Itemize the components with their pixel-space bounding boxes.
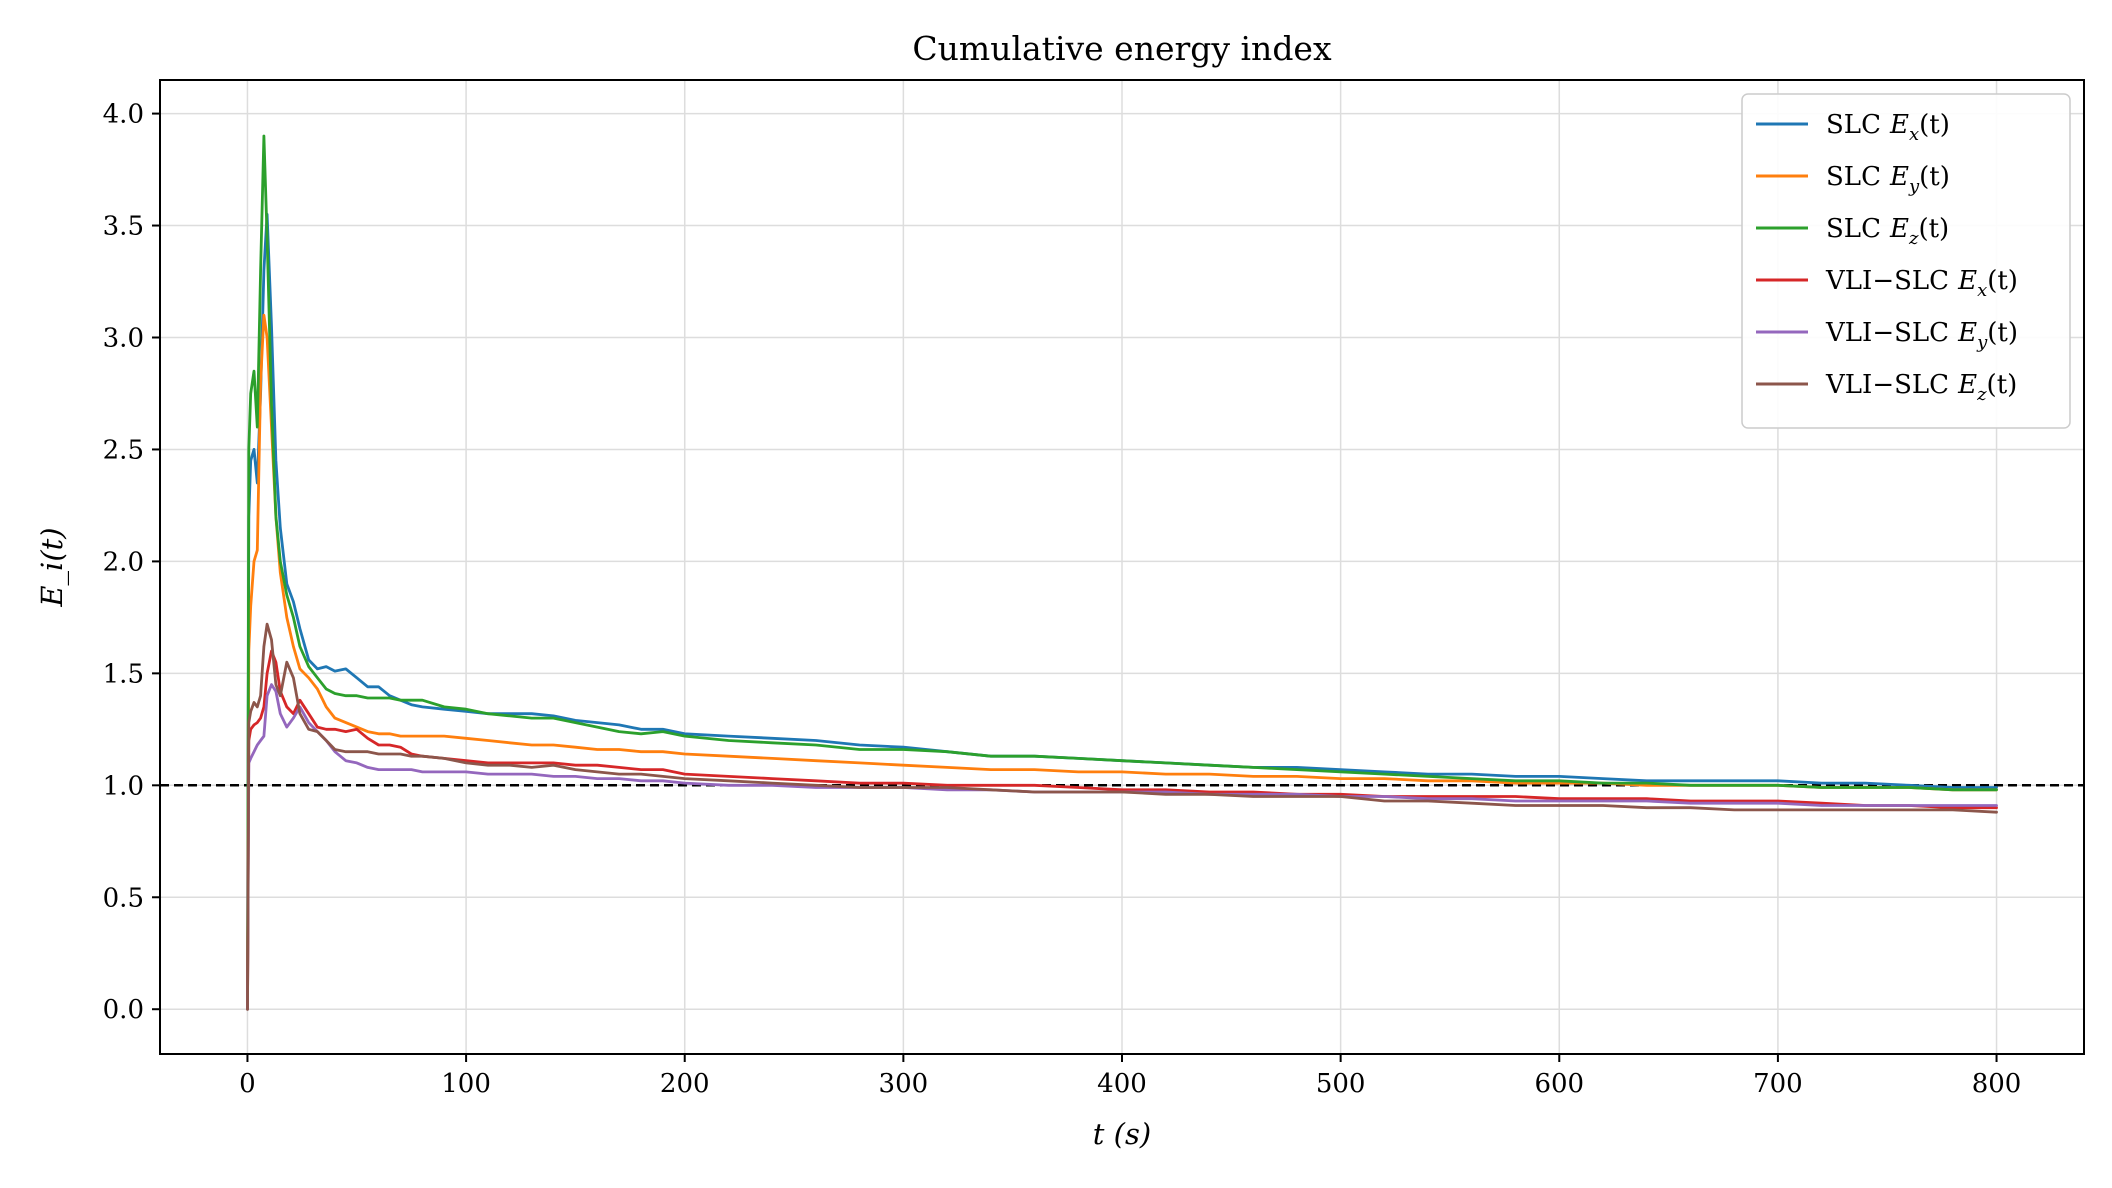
x-tick-label: 300 [879,1069,929,1099]
legend-entry-label: SLC [1826,110,1881,140]
legend-entry-symbol: E [1957,266,1977,296]
legend-entry-3: SLC Ez(t) [1826,214,1949,249]
legend-entry-subscript: y [1976,332,1988,353]
series-line-6 [246,622,1998,1011]
legend-entry-label: VLI−SLC [1825,318,1949,348]
legend-entry-symbol: E [1889,162,1909,192]
x-axis-ticks: 0 100 200 300 400 500 600 700 800 [239,1054,2021,1099]
x-tick-label: 500 [1316,1069,1366,1099]
legend-entry-argument: (t) [1987,318,2018,348]
legend-entry-6: VLI−SLC Ez(t) [1825,370,2017,405]
x-tick-label: 0 [239,1069,256,1099]
series-line-3 [246,134,1998,1011]
y-tick-label: 1.5 [103,659,144,689]
legend-entry-subscript: y [1908,176,1920,197]
x-tick-label: 400 [1097,1069,1147,1099]
legend-entry-argument: (t) [1919,110,1950,140]
legend-entry-5: VLI−SLC Ey(t) [1825,318,2018,353]
legend: SLC Ex(t)SLC Ey(t)SLC Ez(t)VLI−SLC Ex(t)VLI−… [1741,93,2071,429]
legend-entry-symbol: E [1889,110,1909,140]
y-tick-label: 3.5 [103,212,144,242]
legend-entry-4: VLI−SLC Ex(t) [1825,266,2018,301]
legend-entry-1: SLC Ex(t) [1826,110,1950,145]
x-tick-label: 600 [1534,1069,1584,1099]
y-tick-label: 0.5 [103,883,144,913]
x-axis-label-text: t (s) [1093,1117,1151,1151]
y-tick-label: 3.0 [103,323,144,353]
legend-entry-label: VLI−SLC [1825,266,1949,296]
legend-entry-label: SLC [1826,162,1881,192]
legend-entry-label: SLC [1826,214,1881,244]
legend-entry-subscript: x [1909,124,1919,145]
legend-entry-subscript: z [1908,228,1919,249]
legend-entry-symbol: E [1889,214,1909,244]
y-tick-label: 4.0 [103,100,144,130]
legend-entry-argument: (t) [1919,162,1950,192]
legend-box [1741,93,2071,429]
series-group [246,134,1998,1011]
y-axis-label-text: E_i(t) [35,527,70,607]
series-line-5 [246,683,1998,1011]
legend-entry-subscript: z [1976,384,1987,405]
y-tick-label: 2.5 [103,435,144,465]
series-line-2 [246,313,1998,1011]
y-axis-label: E_i(t) [35,527,70,607]
legend-entry-label: VLI−SLC [1825,370,1949,400]
x-tick-label: 100 [441,1069,491,1099]
x-tick-label: 800 [1972,1069,2022,1099]
y-tick-label: 1.0 [103,771,144,801]
legend-entry-argument: (t) [1918,214,1949,244]
chart-title: Cumulative energy index [912,29,1332,68]
series-line-1 [246,212,1998,1011]
legend-entry-symbol: E [1957,318,1977,348]
y-tick-label: 0.0 [103,995,144,1025]
series-line-4 [246,649,1998,1011]
x-tick-label: 200 [660,1069,710,1099]
legend-entry-subscript: x [1977,280,1987,301]
y-tick-label: 2.0 [103,547,144,577]
legend-entry-argument: (t) [1987,266,2018,296]
legend-entry-2: SLC Ey(t) [1826,162,1950,197]
x-axis-label: t (s) [1093,1117,1151,1151]
y-axis-ticks: 0.0 0.5 1.0 1.5 2.0 2.5 3.0 3.5 4.0 [103,100,160,1025]
legend-entry-argument: (t) [1987,370,2018,400]
x-tick-label: 700 [1753,1069,1803,1099]
legend-entry-symbol: E [1957,370,1977,400]
